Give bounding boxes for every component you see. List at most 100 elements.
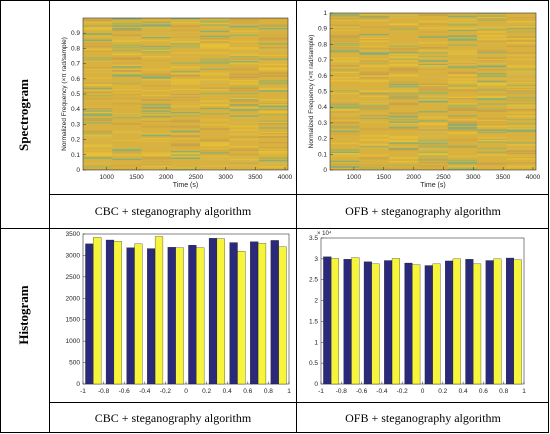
x-axis-label: Time (s)	[173, 182, 198, 189]
spectrogram-stripe	[170, 135, 201, 138]
spectrogram-stripe	[477, 88, 507, 91]
x-tick-label: 4000	[526, 174, 541, 181]
spectrogram-stripe	[170, 25, 201, 27]
spectrogram-stripe	[506, 99, 536, 102]
x-tick-label: 4000	[278, 174, 293, 181]
spectrogram-stripe	[141, 126, 171, 128]
y-tick-label: 0	[76, 167, 80, 174]
spectrogram-stripe	[418, 83, 448, 86]
spectrogram-stripe	[506, 96, 536, 99]
spectrogram-stripe	[330, 66, 360, 68]
spectrogram-stripe	[418, 49, 448, 52]
spectrogram-stripe	[258, 123, 288, 125]
spectrogram-stripe	[418, 64, 448, 65]
spectrogram-stripe	[477, 120, 507, 122]
spectrogram-stripe	[112, 158, 142, 161]
spectrogram-stripe	[229, 149, 259, 151]
y-tick-label: 0.8	[71, 45, 80, 52]
spectrogram-stripe	[418, 152, 448, 155]
spectrogram-stripe	[418, 129, 448, 131]
spectrogram-stripe	[258, 88, 288, 91]
spectrogram-stripe	[83, 168, 113, 170]
y-tick-label: 0	[76, 381, 80, 388]
spectrogram-stripe	[506, 37, 536, 40]
spectrogram-stripe	[170, 115, 201, 117]
spectrogram-stripe	[229, 134, 259, 137]
spectrogram-stripe	[83, 154, 113, 157]
spectrogram-stripe	[477, 15, 507, 17]
spectrogram-stripe	[418, 130, 448, 133]
spectrogram-stripe	[258, 167, 288, 169]
spectrogram-stripe	[477, 81, 507, 83]
spectrogram-stripe	[506, 166, 536, 168]
spectrogram-stripe	[477, 147, 507, 150]
caption-divider-top	[49, 194, 549, 195]
spectrogram-stripe	[447, 121, 478, 124]
spectrogram-stripe	[359, 15, 389, 18]
spectrogram-stripe	[447, 146, 478, 148]
x-tick-label: 0.4	[459, 388, 468, 395]
spectrogram-stripe	[229, 161, 259, 164]
spectrogram-stripe	[258, 54, 288, 56]
spectrogram-stripe	[506, 105, 536, 107]
spectrogram-stripe	[83, 43, 113, 45]
spectrogram-stripe	[83, 137, 113, 139]
spectrogram-stripe	[229, 80, 259, 82]
spectrogram-stripe	[83, 152, 113, 154]
spectrogram-stripe	[359, 48, 389, 50]
spectrogram-stripe	[258, 148, 288, 150]
spectrogram-stripe	[141, 48, 171, 51]
spectrogram-stripe	[359, 77, 389, 79]
spectrogram-stripe	[359, 58, 389, 60]
histogram-left: -1 -0.8 -0.6 -0.4 -0.2 0 0.2 0.4 0.6 0.8 1 0 500 1000…	[66, 231, 292, 395]
spectrogram-stripe	[200, 44, 230, 47]
caption-spec-right: OFB + steganography algorithm	[345, 204, 501, 218]
spectrogram-stripe	[447, 15, 478, 18]
spectrogram-stripe	[447, 129, 478, 132]
histogram-right: -1 -0.8 -0.6 -0.4 -0.2 0 0.2 0.4 0.6 0.8 1 0 0.5 1 1.5…	[309, 230, 526, 395]
x-tick-label: -1	[318, 388, 324, 395]
spectrogram-stripe	[170, 99, 201, 101]
spectrogram-stripe	[229, 129, 259, 132]
spectrogram-stripe	[506, 108, 536, 111]
spectrogram-stripe	[418, 57, 448, 59]
y-tick-label: 0.7	[71, 61, 80, 68]
spectrogram-stripe	[477, 60, 507, 62]
y-tick-label: 3000	[66, 252, 81, 259]
spectrogram-stripe	[83, 83, 113, 86]
y-tick-label: 0.6	[318, 73, 327, 80]
spectrogram-stripe	[170, 94, 201, 96]
spectrogram-stripe	[229, 164, 259, 167]
bar-series2	[278, 246, 287, 385]
y-axis-label: Normalized Frequency (×π rad/sample)	[61, 37, 68, 151]
spectrogram-stripe	[359, 19, 389, 22]
bar-series1	[208, 238, 218, 385]
bar-series2	[113, 241, 122, 385]
spectrogram-stripe	[388, 100, 419, 103]
spectrogram-stripe	[388, 92, 419, 95]
spectrogram-stripe	[229, 61, 259, 64]
spectrogram-right: 1000 1500 2000 2500 3000 3500 4000 0 0.1 0.2 0.3 0.…	[308, 10, 541, 189]
spectrogram-stripe	[141, 157, 171, 160]
spectrogram-stripe	[418, 124, 448, 126]
spectrogram-stripe	[506, 118, 536, 121]
spectrogram-stripe	[83, 45, 113, 48]
x-tick-label: -0.8	[336, 388, 348, 395]
spectrogram-stripe	[258, 38, 288, 40]
spectrogram-stripe	[170, 72, 201, 74]
spectrogram-stripe	[388, 149, 419, 151]
spectrogram-stripe	[330, 24, 360, 26]
spectrogram-stripe	[229, 137, 259, 139]
spectrogram-stripe	[477, 37, 507, 39]
spectrogram-stripe	[112, 67, 142, 69]
spectrogram-stripe	[112, 154, 142, 156]
spectrogram-stripe	[258, 28, 288, 30]
spectrogram-stripe	[477, 58, 507, 61]
spectrogram-stripe	[258, 121, 288, 124]
bar-series1	[343, 259, 352, 385]
spectrogram-stripe	[506, 130, 536, 133]
spectrogram-stripe	[141, 56, 171, 58]
spectrogram-stripe	[200, 142, 230, 144]
spectrogram-stripe	[112, 53, 142, 56]
spectrogram-stripe	[141, 49, 171, 52]
